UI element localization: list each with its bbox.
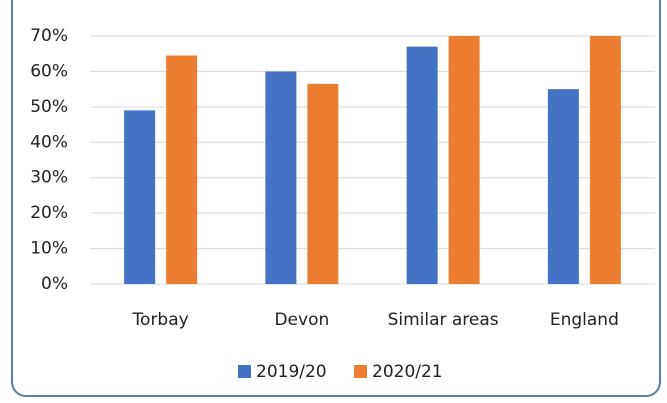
y-tick-label: 30% bbox=[30, 168, 68, 188]
bar bbox=[166, 55, 198, 284]
x-tick-label: Similar areas bbox=[388, 310, 499, 330]
bar bbox=[307, 83, 339, 284]
y-tick-label: 70% bbox=[30, 26, 68, 46]
x-tick-label: England bbox=[550, 310, 619, 330]
y-tick-label: 20% bbox=[30, 203, 68, 223]
legend-label: 2020/21 bbox=[372, 362, 443, 382]
x-tick-label: Devon bbox=[274, 310, 329, 330]
bar bbox=[448, 36, 480, 284]
bar bbox=[406, 46, 438, 284]
bar bbox=[265, 71, 297, 284]
legend-swatch bbox=[238, 365, 251, 378]
y-tick-label: 40% bbox=[30, 132, 68, 152]
bar bbox=[589, 36, 621, 284]
y-tick-label: 50% bbox=[30, 97, 68, 117]
y-tick-label: 10% bbox=[30, 239, 68, 259]
x-tick-label: Torbay bbox=[132, 310, 189, 330]
legend-label: 2019/20 bbox=[256, 362, 327, 382]
y-tick-label: 60% bbox=[30, 61, 68, 81]
bar bbox=[124, 110, 156, 285]
y-tick-label: 0% bbox=[41, 274, 68, 294]
bar bbox=[547, 89, 579, 285]
legend-swatch bbox=[354, 365, 367, 378]
